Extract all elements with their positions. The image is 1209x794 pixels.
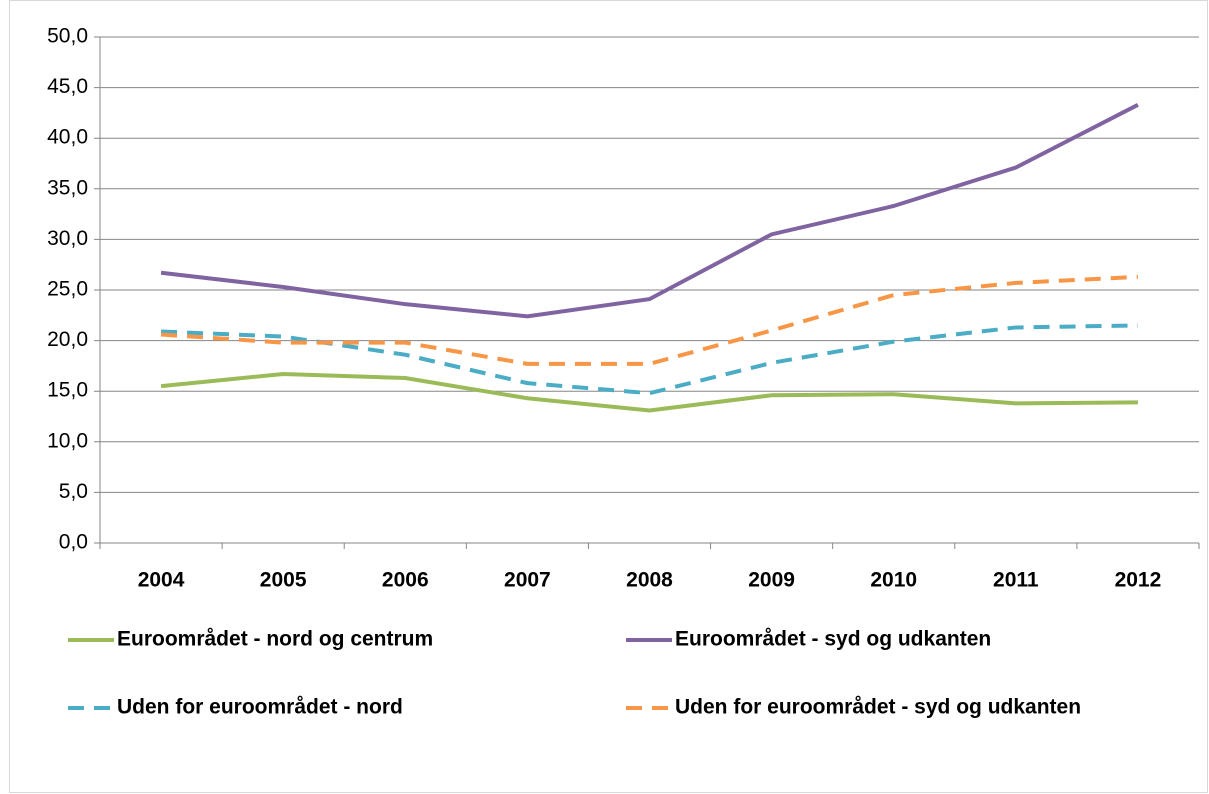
chart-frame <box>9 0 1208 793</box>
x-tick-label: 2005 <box>260 569 307 592</box>
x-tick-label: 2004 <box>138 569 185 592</box>
legend-label: Euroområdet - nord og centrum <box>117 628 433 651</box>
y-tick-label: 25,0 <box>47 278 88 301</box>
legend-label: Uden for euroområdet - nord <box>117 696 403 719</box>
x-tick-label: 2009 <box>748 569 795 592</box>
y-tick-label: 20,0 <box>47 328 88 351</box>
y-tick-label: 50,0 <box>47 25 88 48</box>
legend-label: Uden for euroområdet - syd og udkanten <box>675 696 1081 719</box>
legend-label: Euroområdet - syd og udkanten <box>675 628 991 651</box>
y-tick-label: 30,0 <box>47 227 88 250</box>
y-tick-label: 35,0 <box>47 176 88 199</box>
y-tick-label: 15,0 <box>47 379 88 402</box>
x-tick-label: 2010 <box>870 569 917 592</box>
y-tick-label: 0,0 <box>59 531 88 554</box>
series-line <box>160 371 1138 413</box>
y-tick-label: 45,0 <box>47 75 88 98</box>
series-line <box>160 323 1138 396</box>
x-tick-label: 2008 <box>626 569 673 592</box>
x-tick-label: 2012 <box>1115 569 1162 592</box>
series-line <box>160 274 1139 366</box>
y-tick-label: 10,0 <box>47 429 88 452</box>
x-tick-label: 2006 <box>382 569 429 592</box>
y-tick-label: 5,0 <box>59 480 88 503</box>
x-tick-label: 2011 <box>993 569 1039 592</box>
x-tick-label: 2007 <box>504 569 551 592</box>
series-line <box>160 103 1139 319</box>
y-tick-label: 40,0 <box>47 126 88 149</box>
